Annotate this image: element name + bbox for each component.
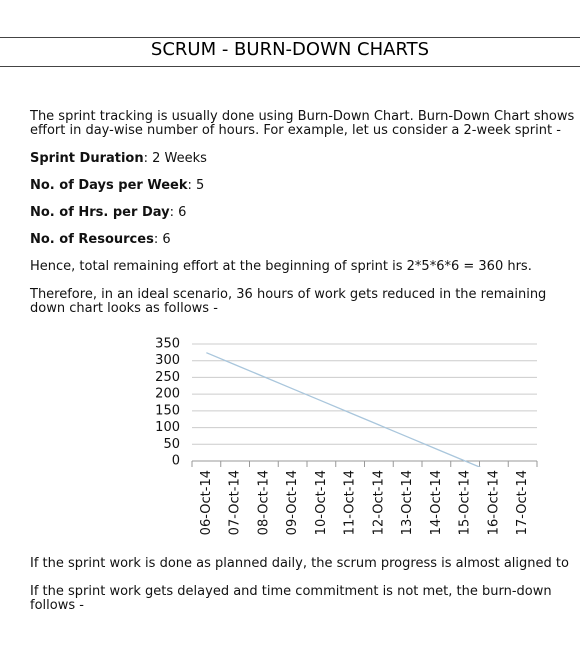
param-value: : 2 Weeks [143,151,207,166]
y-tick-label: 50 [163,437,180,452]
param-label: No. of Resources [30,232,154,247]
param: No. of Resources: 6 [30,232,171,247]
x-tick-label: 09-Oct-14 [285,470,300,535]
paragraph: Therefore, in an ideal scenario, 36 hour… [30,287,547,302]
param-label: No. of Hrs. per Day [30,205,170,220]
y-tick-label: 200 [155,387,180,402]
paragraph: If the sprint work is done as planned da… [30,556,569,571]
param-value: : 5 [187,178,205,193]
y-tick-label: 350 [155,337,180,352]
title-rule [0,66,580,67]
param-label: Sprint Duration [30,151,144,166]
x-tick-label: 12-Oct-14 [371,470,386,535]
paragraph: effort in day-wise number of hours. For … [30,123,561,138]
x-tick-label: 17-Oct-14 [515,470,530,535]
y-tick-label: 150 [155,403,180,418]
x-tick-label: 11-Oct-14 [343,470,358,535]
x-tick-label: 14-Oct-14 [429,470,444,535]
top-rule [0,37,580,38]
line [206,352,482,467]
x-tick-label: 13-Oct-14 [400,470,415,535]
param-value: : 6 [169,205,187,220]
paragraph: follows - [30,598,84,613]
paragraph: If the sprint work gets delayed and time… [30,584,552,599]
param: Sprint Duration: 2 Weeks [30,151,207,166]
param: No. of Hrs. per Day: 6 [30,205,186,220]
param-label: No. of Days per Week [30,178,188,193]
y-tick-label: 100 [155,420,180,435]
y-tick-label: 0 [172,454,180,469]
x-tick-label: 08-Oct-14 [256,470,271,535]
y-tick-label: 300 [155,353,180,368]
x-tick-label: 06-Oct-14 [199,470,214,535]
x-tick-label: 16-Oct-14 [486,470,501,535]
param-value: : 6 [153,232,171,247]
title: SCRUM - BURN-DOWN CHARTS [150,39,430,60]
y-tick-label: 250 [155,370,180,385]
paragraph: down chart looks as follows - [30,301,218,316]
paragraph: Hence, total remaining effort at the beg… [30,259,532,274]
x-tick-label: 07-Oct-14 [228,470,243,535]
param: No. of Days per Week: 5 [30,178,204,193]
x-tick-label: 15-Oct-14 [458,470,473,535]
paragraph: The sprint tracking is usually done usin… [30,109,575,124]
x-tick-label: 10-Oct-14 [314,470,329,535]
